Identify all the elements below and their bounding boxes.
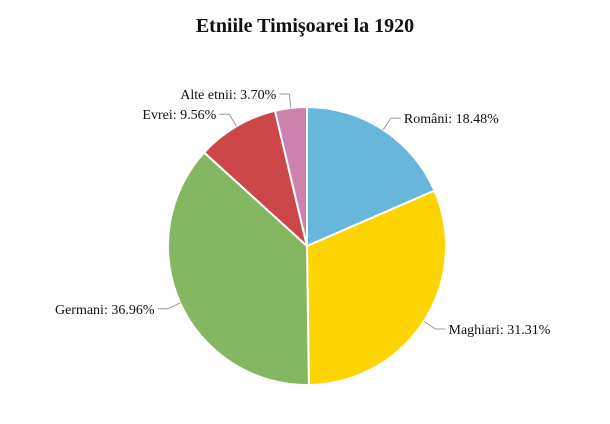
pie-slice-romani [306, 106, 436, 247]
slice-label-maghiari: Maghiari: 31.31% [449, 323, 551, 338]
slice-label-romani: Români: 18.48% [404, 112, 499, 127]
slice-label-alte-etnii: Alte etnii: 3.70% [180, 88, 276, 103]
slice-label-germani: Germani: 36.96% [55, 303, 155, 318]
leader-line-maghiari [423, 320, 446, 330]
leader-line-alte-etnii [279, 93, 292, 108]
label-leader-lines [157, 93, 446, 330]
pie-slices [167, 106, 447, 386]
leader-line-germani [157, 302, 181, 310]
pie-slice-evrei [203, 109, 308, 247]
slice-labels: Români: 18.48% Maghiari: 31.31% Germani: 3… [55, 88, 551, 338]
chart-title: Etniile Timişoarei la 1920 [196, 15, 414, 37]
pie-slice-germani [167, 151, 310, 386]
pie-slice-alte-etnii [273, 106, 308, 247]
slice-label-evrei: Evrei: 9.56% [142, 108, 216, 123]
leader-line-romani [382, 117, 401, 131]
leader-line-evrei [219, 113, 237, 127]
